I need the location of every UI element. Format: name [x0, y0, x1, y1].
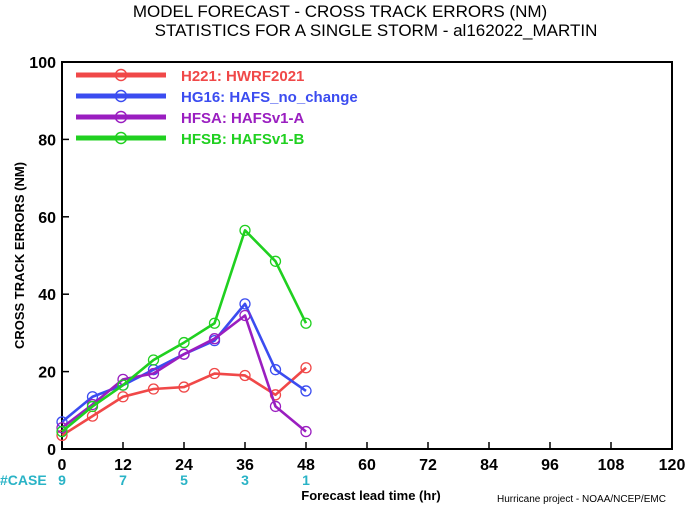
case-count: 5	[180, 472, 188, 488]
x-tick-label: 96	[541, 457, 559, 474]
chart-subtitle: STATISTICS FOR A SINGLE STORM - al162022…	[155, 21, 598, 40]
x-tick-label: 108	[598, 457, 625, 474]
x-tick-label: 0	[58, 457, 67, 474]
data-point	[239, 309, 251, 322]
data-point	[239, 298, 251, 310]
legend-marker	[114, 68, 128, 82]
data-point	[86, 400, 99, 413]
case-count: 7	[119, 472, 127, 488]
data-point	[178, 348, 190, 360]
chart-title: MODEL FORECAST - CROSS TRACK ERRORS (NM)	[133, 2, 547, 21]
series-lines	[56, 224, 312, 442]
legend-marker	[114, 110, 128, 124]
case-count: 1	[302, 472, 310, 488]
data-point	[208, 317, 221, 329]
legend-label: HFSA: HAFSv1-A	[181, 110, 305, 127]
y-tick-label: 60	[38, 210, 56, 227]
data-point	[208, 367, 221, 380]
data-point	[147, 367, 160, 380]
data-point	[178, 336, 190, 349]
data-point	[56, 425, 68, 438]
x-tick-label: 36	[236, 457, 254, 474]
x-tick-label: 84	[480, 457, 498, 474]
series-line	[61, 229, 308, 433]
case-count: 9	[58, 472, 66, 488]
plot-frame	[61, 61, 673, 450]
case-count: 3	[241, 472, 249, 488]
data-point	[300, 317, 312, 329]
x-tick-label: 120	[659, 457, 686, 474]
data-point	[239, 369, 251, 382]
legend: H221: HWRF2021 HG16: HAFS_no_change HFSA: …	[76, 68, 358, 148]
data-point	[300, 385, 312, 397]
x-tick-label: 48	[297, 457, 315, 474]
legend-label: HG16: HAFS_no_change	[181, 89, 358, 106]
data-point	[208, 333, 221, 345]
data-point	[147, 383, 160, 395]
data-point	[300, 362, 312, 374]
series-line	[61, 366, 307, 437]
data-point	[269, 400, 282, 413]
legend-label: HFSB: HAFSv1-B	[181, 131, 305, 148]
data-point	[269, 255, 282, 267]
y-tick-label: 80	[38, 132, 56, 149]
legend-marker	[114, 131, 128, 145]
data-point	[117, 379, 129, 391]
case-count-label: #CASE	[0, 472, 47, 488]
y-tick-label: 40	[38, 287, 56, 304]
x-tick-label: 24	[175, 457, 193, 474]
x-tick-label: 72	[419, 457, 437, 474]
credit-text: Hurricane project - NOAA/NCEP/EMC	[497, 494, 666, 505]
data-point	[300, 425, 312, 438]
series-line	[61, 314, 307, 433]
case-counts: 9 7 5 3 1	[58, 472, 310, 488]
data-point	[178, 381, 190, 393]
y-tick-label: 100	[29, 55, 56, 72]
data-point	[239, 224, 251, 236]
y-axis-ticks: 0 20 40 60 80 100	[29, 55, 69, 459]
x-axis-ticks: 0 12 24 36 48 60 72 84 96 108 120	[58, 442, 686, 474]
x-axis-label: Forecast lead time (hr)	[301, 488, 440, 503]
data-point	[117, 391, 129, 403]
x-tick-label: 60	[358, 457, 376, 474]
series-line	[61, 302, 307, 423]
data-point	[147, 354, 160, 366]
y-tick-label: 0	[47, 442, 56, 459]
legend-marker	[114, 89, 128, 103]
data-point	[269, 364, 282, 376]
x-tick-label: 12	[114, 457, 132, 474]
y-axis-label: CROSS TRACK ERRORS (NM)	[12, 162, 27, 349]
y-tick-label: 20	[38, 365, 56, 382]
legend-label: H221: HWRF2021	[181, 68, 304, 85]
